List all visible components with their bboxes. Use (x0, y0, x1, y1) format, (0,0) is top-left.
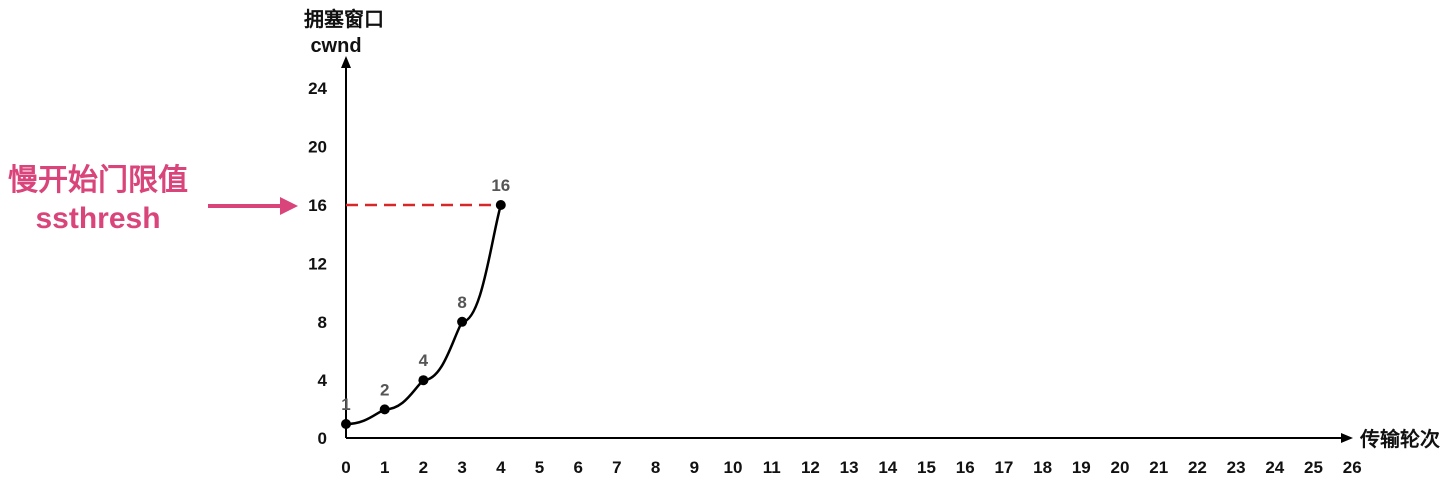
ssthresh-arrow-head (280, 197, 298, 215)
cwnd-series-line (345, 204, 503, 426)
x-tick-label: 2 (419, 458, 428, 477)
x-tick-label: 23 (1227, 458, 1246, 477)
x-tick-label: 13 (840, 458, 859, 477)
x-tick-label: 15 (917, 458, 936, 477)
data-point (457, 316, 468, 327)
y-axis-title-line1: 拥塞窗口 (304, 7, 384, 31)
data-label: 16 (491, 176, 510, 195)
y-tick-label: 12 (308, 254, 327, 273)
x-tick-label: 7 (612, 458, 621, 477)
x-tick-label: 8 (651, 458, 660, 477)
x-tick-label: 24 (1265, 458, 1284, 477)
y-tick-label: 0 (318, 429, 327, 448)
x-tick-label: 1 (380, 458, 389, 477)
x-tick-label: 21 (1149, 458, 1168, 477)
x-tick-label: 3 (457, 458, 466, 477)
x-tick-label: 11 (763, 458, 781, 477)
x-tick-label: 6 (573, 458, 582, 477)
y-tick-label: 8 (318, 313, 327, 332)
data-label: 4 (419, 351, 429, 370)
data-point (379, 404, 390, 415)
x-tick-label: 0 (341, 458, 350, 477)
data-label: 8 (457, 293, 466, 312)
data-label: 1 (341, 395, 350, 414)
x-tick-label: 22 (1188, 458, 1207, 477)
x-tick-label: 26 (1343, 458, 1362, 477)
y-tick-label: 24 (308, 79, 327, 98)
x-tick-label: 12 (801, 458, 820, 477)
data-point (418, 375, 429, 386)
x-tick-label: 18 (1033, 458, 1052, 477)
x-tick-label: 25 (1304, 458, 1323, 477)
x-axis-arrow (1341, 433, 1353, 443)
x-tick-label: 4 (496, 458, 506, 477)
x-tick-label: 16 (956, 458, 975, 477)
ssthresh-label-line1: 慢开始门限值 (8, 164, 188, 197)
x-tick-label: 19 (1072, 458, 1091, 477)
data-point (495, 200, 506, 210)
y-tick-label: 4 (318, 371, 328, 390)
x-axis-title: 传输轮次 (1359, 427, 1440, 451)
data-label: 2 (380, 380, 389, 399)
y-tick-label: 16 (308, 196, 327, 215)
x-tick-label: 20 (1111, 458, 1130, 477)
x-tick-label: 14 (878, 458, 897, 477)
y-tick-label: 20 (308, 138, 327, 157)
x-tick-label: 9 (690, 458, 699, 477)
x-tick-label: 17 (994, 458, 1013, 477)
ssthresh-label-line2: ssthresh (35, 202, 160, 235)
x-tick-label: 10 (724, 458, 743, 477)
y-axis-arrow (341, 56, 351, 68)
y-axis-title-line2: cwnd (310, 35, 361, 57)
x-tick-label: 5 (535, 458, 544, 477)
data-point (341, 419, 351, 429)
